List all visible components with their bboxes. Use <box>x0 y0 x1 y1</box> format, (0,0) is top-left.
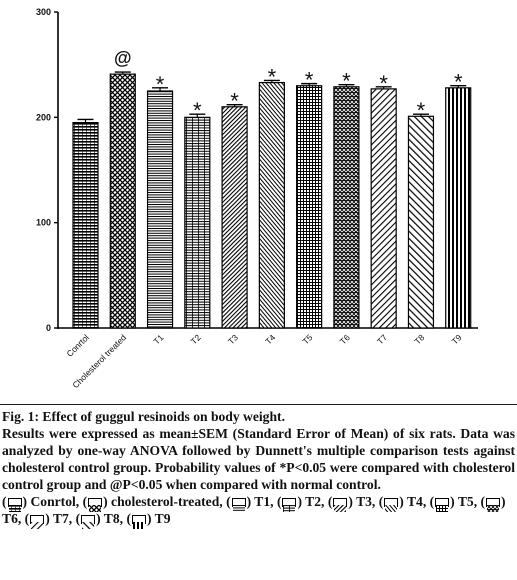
legend-label: T9 <box>154 511 171 526</box>
bar <box>296 85 323 329</box>
legend-label: cholesterol-treated, <box>111 494 227 509</box>
caption-legend: () Conrtol, () cholesterol-treated, () T… <box>2 493 515 530</box>
bar <box>370 88 397 329</box>
legend-swatch <box>333 498 348 513</box>
bar <box>407 115 435 329</box>
legend-swatch <box>88 498 103 513</box>
significance-marker: * <box>268 64 277 89</box>
y-tick-label: 100 <box>36 218 51 228</box>
legend-swatch <box>231 498 246 513</box>
legend-swatch <box>7 498 22 513</box>
bar <box>72 121 99 329</box>
caption-body: Results were expressed as mean±SEM (Stan… <box>2 426 515 492</box>
y-tick-label: 300 <box>36 7 51 17</box>
legend-label: T2, <box>305 494 328 509</box>
caption-title: Fig. 1: Effect of guggul resinoids on bo… <box>2 409 285 424</box>
significance-marker: * <box>156 72 165 97</box>
y-tick-label: 0 <box>46 323 51 333</box>
legend-label: Conrtol, <box>30 494 83 509</box>
x-tick-label: T1 <box>151 332 165 346</box>
legend-label: T8, <box>103 511 127 526</box>
bar <box>184 116 211 329</box>
bar <box>146 90 174 329</box>
legend-swatch <box>486 498 501 513</box>
bar <box>221 106 248 329</box>
legend-label: T5, <box>457 494 481 509</box>
bar <box>333 86 360 329</box>
legend-swatch <box>282 498 297 513</box>
chart-bars <box>72 71 472 329</box>
x-tick-label: T6 <box>338 332 352 346</box>
x-tick-label: T7 <box>375 332 389 346</box>
x-tick-label: Conrtol <box>64 332 91 359</box>
caption-divider <box>0 404 517 405</box>
bar <box>258 81 285 329</box>
legend-swatch <box>131 515 146 530</box>
bar <box>445 87 472 329</box>
significance-marker: * <box>193 98 202 123</box>
legend-swatch <box>30 515 45 530</box>
legend-swatch <box>81 515 96 530</box>
legend-swatch <box>435 498 450 513</box>
significance-marker: * <box>417 98 426 123</box>
x-tick-label: T9 <box>450 332 464 346</box>
significance-marker: * <box>230 89 239 114</box>
legend-label: T1, <box>254 494 277 509</box>
legend-label: T7, <box>52 511 76 526</box>
figure-caption: Fig. 1: Effect of guggul resinoids on bo… <box>2 408 515 530</box>
significance-marker: * <box>342 69 351 94</box>
x-tick-label: T2 <box>189 332 203 346</box>
legend-label: T3, <box>356 494 379 509</box>
significance-marker: * <box>454 70 463 95</box>
bar <box>109 73 136 329</box>
x-tick-label: T5 <box>300 332 314 346</box>
x-tick-label: T8 <box>412 332 426 346</box>
x-tick-label: T3 <box>226 332 240 346</box>
significance-marker: * <box>379 71 388 96</box>
legend-label: T6, <box>2 511 25 526</box>
legend-label: T4, <box>406 494 430 509</box>
x-tick-label: T4 <box>263 332 277 346</box>
legend-swatch <box>384 498 399 513</box>
y-tick-label: 200 <box>36 112 51 122</box>
significance-marker: * <box>305 68 314 93</box>
significance-marker: @ <box>114 48 132 68</box>
